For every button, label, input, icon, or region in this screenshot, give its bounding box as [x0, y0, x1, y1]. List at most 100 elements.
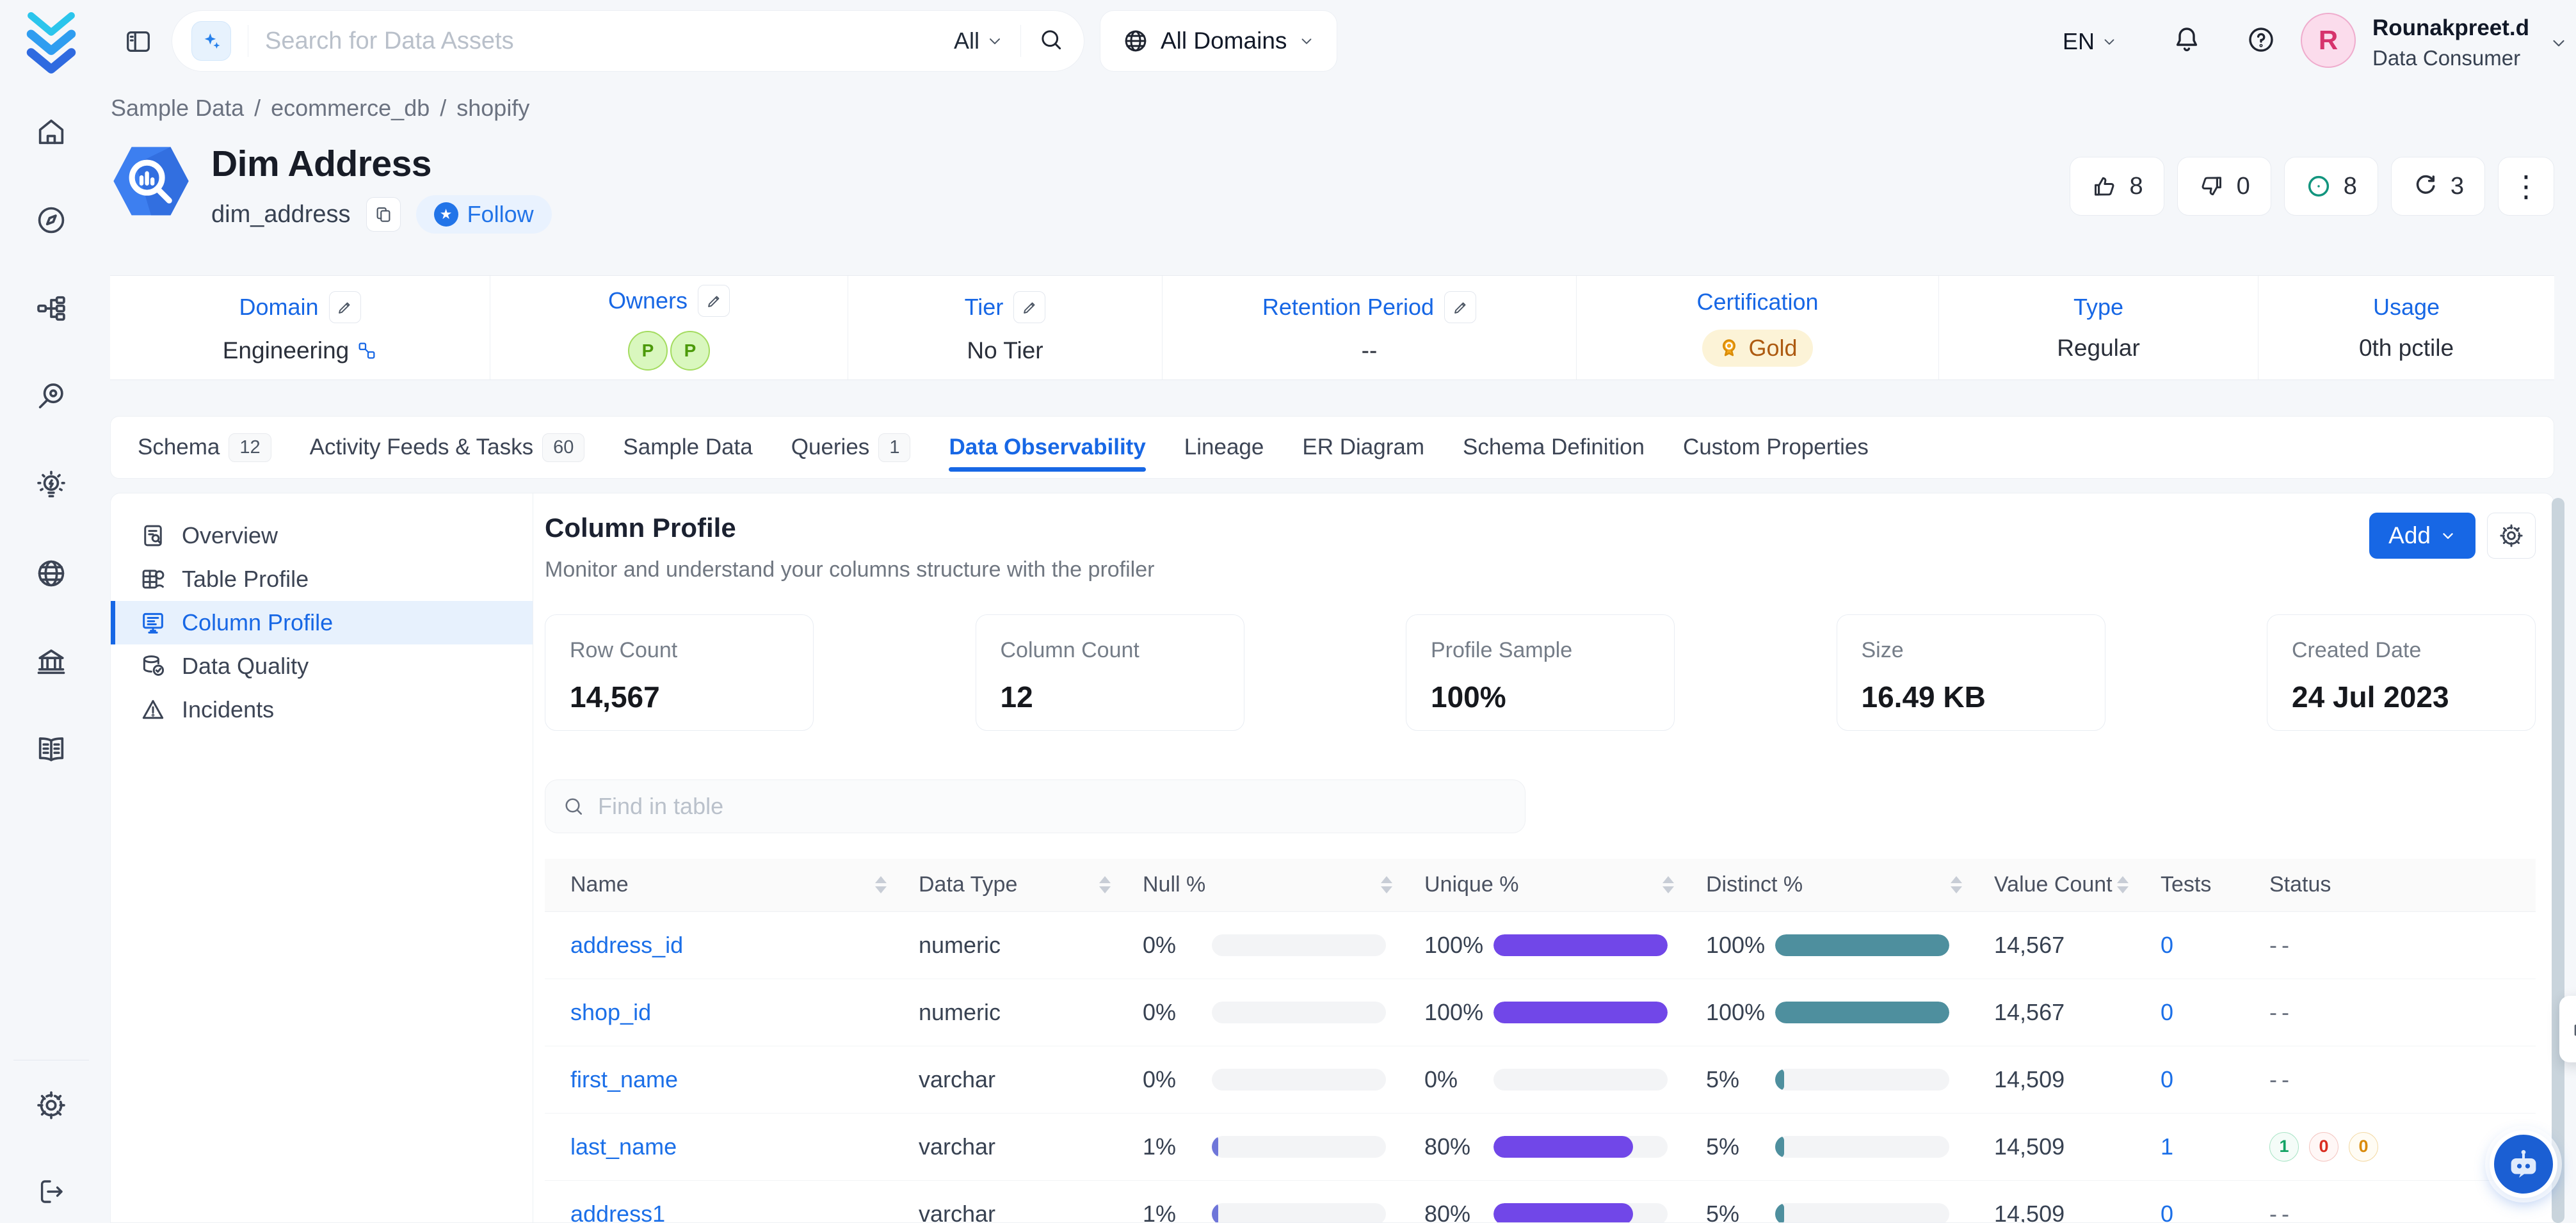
edit-pencil-icon[interactable]: [1013, 291, 1045, 323]
tests-link[interactable]: 0: [2161, 999, 2173, 1025]
column-header-name[interactable]: Name: [545, 859, 903, 911]
sort-icon[interactable]: [2117, 876, 2129, 893]
logout-icon[interactable]: [35, 1176, 68, 1209]
sort-icon[interactable]: [1951, 876, 1962, 893]
owner-avatar[interactable]: P: [628, 331, 668, 371]
meta-label[interactable]: Retention Period: [1262, 294, 1434, 321]
sidebar-toggle-icon[interactable]: [124, 27, 153, 56]
tab-queries[interactable]: Queries1: [791, 417, 911, 478]
column-header-data-type[interactable]: Data Type: [903, 859, 1127, 911]
tests-link[interactable]: 0: [2161, 1066, 2173, 1092]
ai-sparkle-icon[interactable]: [191, 21, 231, 61]
sort-icon[interactable]: [1662, 876, 1674, 893]
unique-pct-cell: 100%: [1409, 911, 1691, 979]
chat-assistant-button[interactable]: [2490, 1130, 2557, 1198]
entity-meta-strip: DomainEngineeringOwnersPPTierNo TierRete…: [110, 275, 2554, 380]
thumbs-up-button[interactable]: 8: [2070, 157, 2164, 216]
domains-icon[interactable]: [35, 557, 68, 590]
unique-pct-cell: 80%: [1409, 1180, 1691, 1223]
tab-er-diagram[interactable]: ER Diagram: [1302, 417, 1424, 478]
menu-item-incidents[interactable]: Incidents: [111, 688, 533, 731]
search-scope-dropdown[interactable]: All: [954, 28, 1004, 54]
search-placeholder[interactable]: Search for Data Assets: [265, 28, 954, 55]
menu-item-column-profile[interactable]: Column Profile: [111, 601, 533, 644]
table-row: first_namevarchar0%0%5%14,5090--: [545, 1046, 2536, 1113]
column-name-link[interactable]: address1: [570, 1201, 665, 1223]
breadcrumb-item[interactable]: Sample Data: [111, 95, 244, 122]
column-header-unique-[interactable]: Unique %: [1409, 859, 1691, 911]
sort-icon[interactable]: [1381, 876, 1392, 893]
column-header-distinct-[interactable]: Distinct %: [1691, 859, 1979, 911]
meta-label[interactable]: Domain: [239, 294, 318, 321]
meta-label[interactable]: Type: [2073, 294, 2123, 321]
more-options-kebab-icon[interactable]: ⋮: [2498, 157, 2554, 216]
language-selector[interactable]: EN: [2063, 28, 2118, 55]
domain-filter-dropdown[interactable]: All Domains: [1100, 10, 1337, 72]
null-pct-cell: 0%: [1127, 979, 1409, 1046]
thumbs-down-button[interactable]: 0: [2177, 157, 2271, 216]
owner-avatar[interactable]: P: [670, 331, 710, 371]
breadcrumb-item[interactable]: ecommerce_db: [271, 95, 430, 122]
table-profile-icon: [140, 566, 166, 593]
chevron-down-icon[interactable]: [2549, 33, 2568, 56]
tab-sample-data[interactable]: Sample Data: [623, 417, 752, 478]
find-in-table[interactable]: [545, 779, 1525, 833]
menu-item-overview[interactable]: Overview: [111, 514, 533, 557]
value-count-cell: 14,567: [1979, 979, 2145, 1046]
insights-icon[interactable]: [35, 468, 68, 502]
add-button[interactable]: Add: [2369, 513, 2475, 559]
meta-label[interactable]: Certification: [1696, 289, 1818, 316]
tab-custom-properties[interactable]: Custom Properties: [1683, 417, 1869, 478]
tab-schema-definition[interactable]: Schema Definition: [1463, 417, 1645, 478]
tab-data-observability[interactable]: Data Observability: [949, 417, 1145, 478]
test-status-badges: 100: [2269, 1132, 2520, 1162]
vertical-scrollbar[interactable]: [2552, 498, 2564, 1223]
govern-icon[interactable]: [35, 645, 68, 678]
versions-icon: [2412, 173, 2439, 200]
tab-activity-feeds-tasks[interactable]: Activity Feeds & Tasks60: [310, 417, 585, 478]
meta-label[interactable]: Usage: [2373, 294, 2440, 321]
menu-item-table-profile[interactable]: Table Profile: [111, 557, 533, 601]
meta-label[interactable]: Tier: [965, 294, 1004, 321]
tab-schema[interactable]: Schema12: [138, 417, 271, 478]
menu-item-data-quality[interactable]: Data Quality: [111, 644, 533, 688]
settings-icon[interactable]: [35, 1089, 68, 1122]
column-header-null-[interactable]: Null %: [1127, 859, 1409, 911]
views-button[interactable]: 8: [2284, 157, 2378, 216]
column-name-link[interactable]: last_name: [570, 1133, 677, 1160]
find-in-table-input[interactable]: [598, 793, 1508, 820]
global-search-bar[interactable]: Search for Data Assets All: [172, 10, 1084, 72]
edit-pencil-icon[interactable]: [698, 285, 730, 317]
feedback-widget-tab[interactable]: [2559, 996, 2576, 1062]
edit-pencil-icon[interactable]: [329, 291, 361, 323]
explore-icon[interactable]: [35, 204, 68, 237]
edit-pencil-icon[interactable]: [1444, 291, 1476, 323]
glossary-icon[interactable]: [35, 733, 68, 767]
tests-link[interactable]: 0: [2161, 932, 2173, 958]
user-avatar[interactable]: R: [2301, 13, 2356, 68]
profiler-settings-gear-icon[interactable]: [2487, 513, 2536, 559]
page-content: Sample Data/ecommerce_db/shopify Dim Add…: [102, 83, 2576, 1223]
meta-label[interactable]: Owners: [608, 287, 688, 314]
tests-link[interactable]: 0: [2161, 1201, 2173, 1223]
follow-button[interactable]: ★ Follow: [416, 195, 552, 234]
meta-value: Engineering: [223, 337, 349, 364]
sort-icon[interactable]: [875, 876, 887, 893]
column-header-value-count[interactable]: Value Count: [1979, 859, 2145, 911]
versions-button[interactable]: 3: [2391, 157, 2485, 216]
copy-icon[interactable]: [366, 197, 401, 232]
column-name-link[interactable]: first_name: [570, 1066, 678, 1092]
help-icon[interactable]: [2246, 24, 2276, 57]
user-menu[interactable]: Rounakpreet.d Data Consumer: [2372, 15, 2529, 70]
column-name-link[interactable]: shop_id: [570, 999, 651, 1025]
observability-icon[interactable]: [35, 380, 68, 413]
column-name-link[interactable]: address_id: [570, 932, 683, 958]
search-icon[interactable]: [1038, 26, 1065, 56]
lineage-icon[interactable]: [35, 292, 68, 325]
sort-icon[interactable]: [1099, 876, 1111, 893]
breadcrumb-item[interactable]: shopify: [456, 95, 529, 122]
home-icon[interactable]: [35, 115, 68, 148]
tab-lineage[interactable]: Lineage: [1184, 417, 1264, 478]
notifications-bell-icon[interactable]: [2171, 24, 2202, 57]
tests-link[interactable]: 1: [2161, 1133, 2173, 1160]
